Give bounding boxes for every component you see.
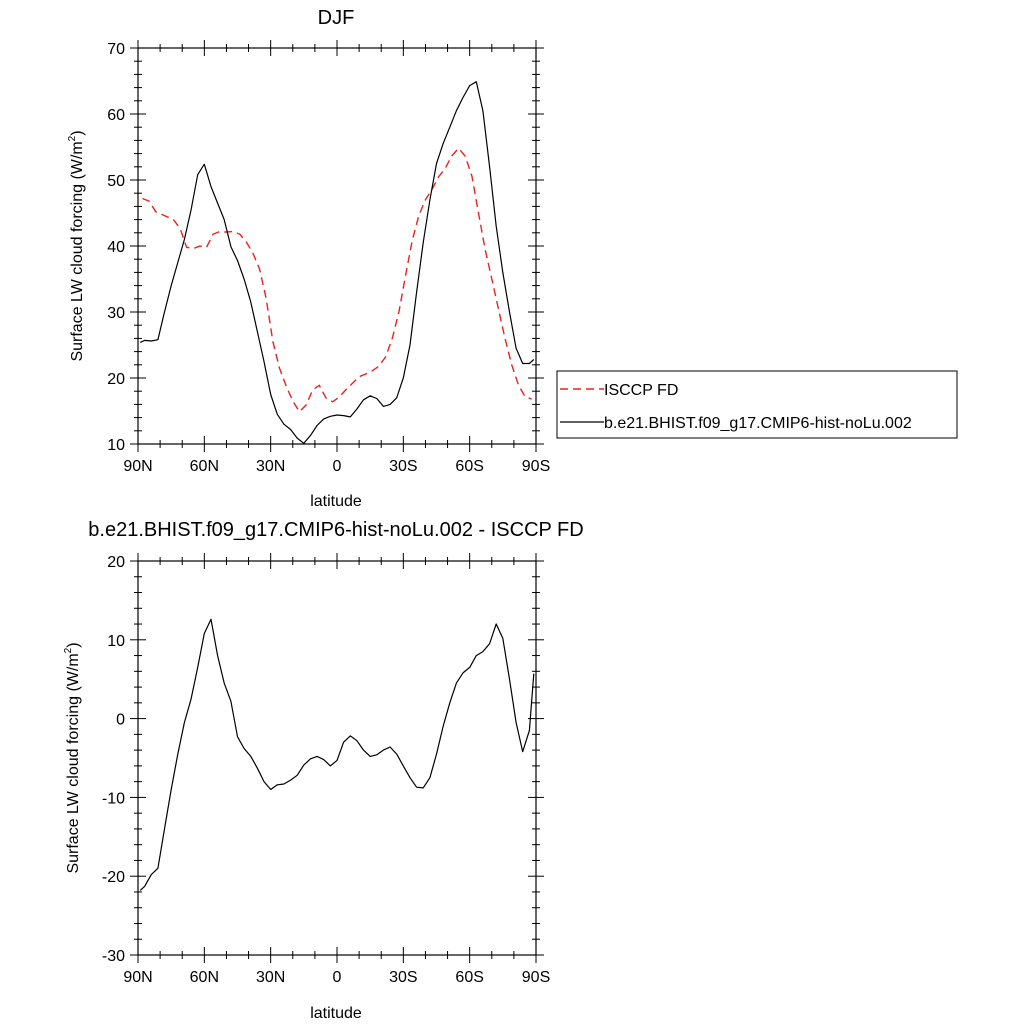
x-tick-label: 90N [123,458,152,475]
chart-title: b.e21.BHIST.f09_g17.CMIP6-hist-noLu.002 … [88,519,583,541]
x-tick-label: 30N [256,458,285,475]
y-tick-labels: -30 -20 -10 0 10 20 [102,554,125,965]
legend: ISCCP FD b.e21.BHIST.f09_g17.CMIP6-hist-… [556,370,958,439]
x-axis-label: latitude [310,1005,362,1022]
series-group [139,81,535,444]
x-tick-label: 60S [455,969,483,986]
series-group [139,618,535,891]
y-tick-label: 40 [107,239,125,256]
y-tick-label: 70 [107,41,125,58]
y-tick-labels: 10 20 30 40 50 60 70 [107,41,125,454]
y-tick-label: 10 [107,633,125,650]
x-tick-label: 0 [333,969,342,986]
y-axis-label-close: ) [69,130,86,135]
y-axis-label-superscript: 2 [67,135,78,141]
y-axis-label: Surface LW cloud forcing (W/m2) [67,130,86,361]
series-line-isccp-fd [142,147,532,413]
y-tick-label: 50 [107,173,125,190]
legend-label-isccp: ISCCP FD [604,382,678,399]
axis-ticks [130,40,544,452]
x-tick-label: 0 [333,458,342,475]
y-tick-label: 20 [107,554,125,571]
x-tick-label: 90N [123,969,152,986]
y-axis-label-superscript: 2 [63,647,74,653]
x-tick-label: 30N [256,969,285,986]
y-tick-label: 20 [107,371,125,388]
y-axis-label-main: Surface LW cloud forcing (W/m [69,141,86,361]
y-tick-label: -10 [102,790,125,807]
x-tick-label: 90S [522,458,550,475]
y-axis-label: Surface LW cloud forcing (W/m2) [63,642,82,873]
legend-label-model: b.e21.BHIST.f09_g17.CMIP6-hist-noLu.002 [604,415,912,432]
x-tick-labels: 90N 60N 30N 0 30S 60S 90S [123,458,550,475]
legend-box [556,370,958,439]
y-tick-label: 30 [107,305,125,322]
y-tick-label: -30 [102,948,125,965]
plot-frame [137,47,537,445]
axis-ticks [130,553,544,963]
chart-title: DJF [318,7,355,29]
series-line-model [139,81,535,444]
x-tick-labels: 90N 60N 30N 0 30S 60S 90S [123,969,550,986]
y-tick-label: 60 [107,107,125,124]
y-tick-label: -20 [102,869,125,886]
y-axis-label-main: Surface LW cloud forcing (W/m [65,653,82,873]
y-axis-label-close: ) [65,642,82,647]
x-tick-label: 90S [522,969,550,986]
x-tick-label: 60N [190,969,219,986]
panel-difference: b.e21.BHIST.f09_g17.CMIP6-hist-noLu.002 … [63,519,584,1022]
series-line-difference [139,618,535,891]
x-tick-label: 30S [389,969,417,986]
plot-frame [137,560,537,956]
x-axis-label: latitude [310,493,362,510]
x-tick-label: 30S [389,458,417,475]
x-tick-label: 60N [190,458,219,475]
y-tick-label: 10 [107,437,125,454]
y-tick-label: 0 [116,712,125,729]
x-tick-label: 60S [455,458,483,475]
panel-djf: DJF 90N 60N 30N 0 30S 60S 90S 10 20 30 40 50 60 70 l… [67,7,958,510]
